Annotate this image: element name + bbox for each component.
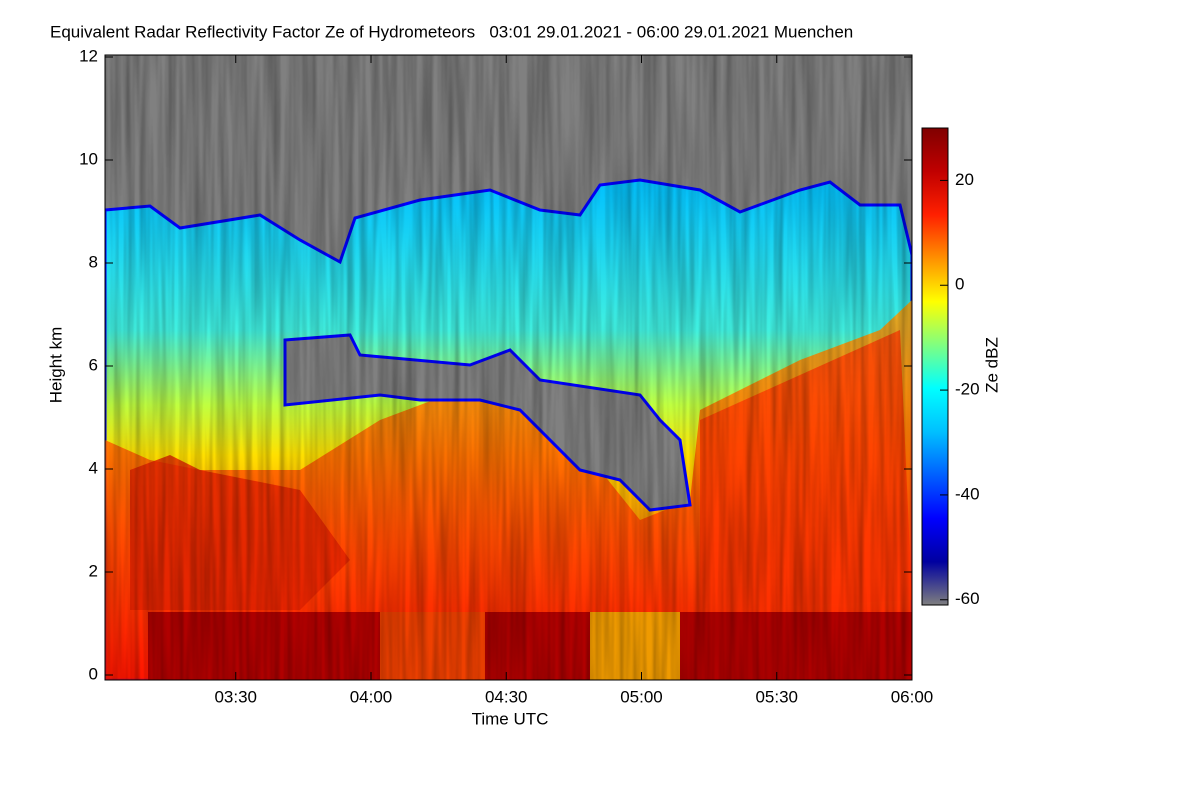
colorbar-label: Ze dBZ bbox=[982, 337, 1001, 393]
y-axis-label: Height km bbox=[46, 327, 65, 404]
plot-frame bbox=[104, 54, 913, 681]
x-tick-label: 05:00 bbox=[620, 687, 663, 706]
y-tick-label: 4 bbox=[89, 458, 98, 477]
x-tick-label: 06:00 bbox=[891, 687, 934, 706]
x-axis-label: Time UTC bbox=[472, 709, 549, 728]
y-tick-label: 6 bbox=[89, 355, 98, 374]
heatmap bbox=[105, 55, 912, 680]
colorbar-tick-label: 0 bbox=[955, 275, 964, 294]
chart-title: Equivalent Radar Reflectivity Factor Ze … bbox=[50, 22, 853, 41]
x-tick-label: 03:30 bbox=[214, 687, 257, 706]
y-tick-label: 8 bbox=[89, 252, 98, 271]
y-tick-label: 0 bbox=[89, 664, 98, 683]
x-tick-label: 04:00 bbox=[350, 687, 393, 706]
colorbar-tick-label: -20 bbox=[955, 380, 980, 399]
colorbar bbox=[921, 127, 949, 606]
colorbar-tick-label: -40 bbox=[955, 484, 980, 503]
x-tick-label: 04:30 bbox=[485, 687, 528, 706]
colorbar-tick-label: 20 bbox=[955, 170, 974, 189]
y-tick-label: 2 bbox=[89, 561, 98, 580]
y-tick-label: 10 bbox=[79, 149, 98, 168]
colorbar-tick-label: -60 bbox=[955, 589, 980, 608]
x-tick-label: 05:30 bbox=[755, 687, 798, 706]
y-tick-label: 12 bbox=[79, 46, 98, 65]
